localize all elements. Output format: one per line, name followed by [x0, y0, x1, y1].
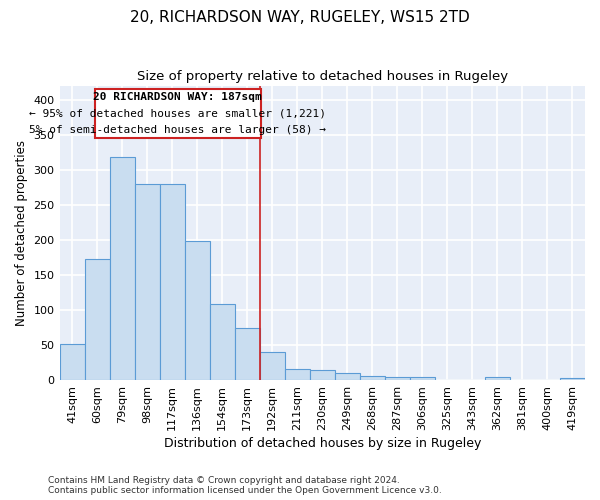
Text: Contains HM Land Registry data © Crown copyright and database right 2024.
Contai: Contains HM Land Registry data © Crown c… [48, 476, 442, 495]
Bar [335, 373, 360, 380]
Text: 5% of semi-detached houses are larger (58) →: 5% of semi-detached houses are larger (5… [29, 125, 326, 135]
Bar [360, 376, 385, 380]
Bar [410, 378, 435, 380]
Text: 20, RICHARDSON WAY, RUGELEY, WS15 2TD: 20, RICHARDSON WAY, RUGELEY, WS15 2TD [130, 10, 470, 25]
Bar [134, 184, 160, 380]
Text: 20 RICHARDSON WAY: 187sqm: 20 RICHARDSON WAY: 187sqm [94, 92, 262, 102]
Bar [59, 344, 85, 380]
Bar [95, 89, 261, 138]
Bar [160, 184, 185, 380]
Bar [235, 328, 260, 380]
X-axis label: Distribution of detached houses by size in Rugeley: Distribution of detached houses by size … [164, 437, 481, 450]
Title: Size of property relative to detached houses in Rugeley: Size of property relative to detached ho… [137, 70, 508, 83]
Bar [385, 378, 410, 380]
Bar [260, 352, 285, 380]
Bar [185, 240, 209, 380]
Bar [560, 378, 585, 380]
Bar [85, 259, 110, 380]
Bar [485, 378, 510, 380]
Bar [110, 157, 134, 380]
Bar [209, 304, 235, 380]
Y-axis label: Number of detached properties: Number of detached properties [15, 140, 28, 326]
Bar [310, 370, 335, 380]
Bar [285, 369, 310, 380]
Text: ← 95% of detached houses are smaller (1,221): ← 95% of detached houses are smaller (1,… [29, 108, 326, 118]
